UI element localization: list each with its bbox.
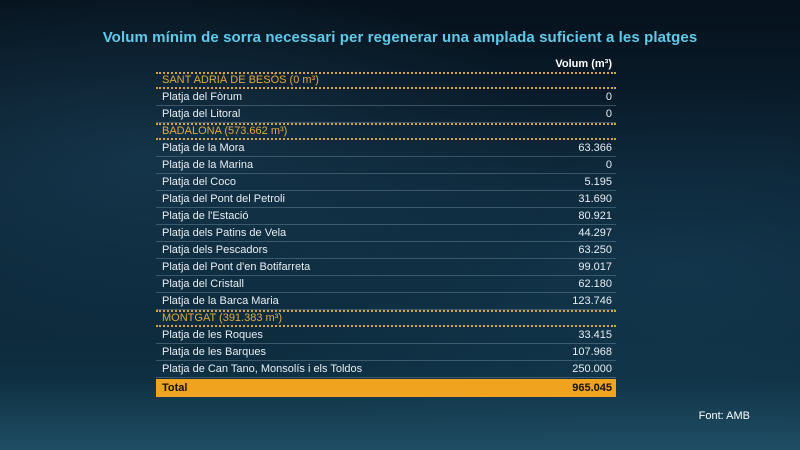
- beach-name: Platja del Pont d'en Botifarreta: [162, 260, 311, 273]
- beach-name: Platja de Can Tano, Monsolís i els Toldo…: [162, 362, 363, 375]
- volume-value: 63.250: [578, 243, 612, 256]
- volume-value: 107.968: [572, 345, 612, 358]
- beach-name: Platja dels Pescadors: [162, 243, 268, 256]
- section-header: BADALONA (573.662 m³): [156, 123, 616, 140]
- beach-name: Platja del Litoral: [162, 107, 241, 120]
- table-row: Platja dels Patins de Vela 44.297: [156, 225, 616, 242]
- table-body: SANT ADRIÀ DE BESÒS (0 m³) Platja del Fòr…: [156, 72, 616, 378]
- beach-name: Platja de les Roques: [162, 328, 263, 341]
- section-header: SANT ADRIÀ DE BESÒS (0 m³): [156, 72, 616, 89]
- table-row: Platja de les Barques 107.968: [156, 344, 616, 361]
- beach-name: Platja de la Marina: [162, 158, 254, 171]
- volume-value: 0: [605, 90, 612, 103]
- beach-name: Platja de la Mora: [162, 141, 245, 154]
- table-row: Platja del Pont del Petroli 31.690: [156, 191, 616, 208]
- table-row: Platja de la Mora 63.366: [156, 140, 616, 157]
- table-row: Platja del Coco 5.195: [156, 174, 616, 191]
- beach-name: Platja de la Barca Maria: [162, 294, 279, 307]
- sand-volume-table: Volum (m³) SANT ADRIÀ DE BESÒS (0 m³) Pla…: [156, 56, 616, 397]
- table-row: Platja del Fòrum 0: [156, 89, 616, 106]
- volume-value: 123.746: [572, 294, 612, 307]
- column-header-volume: Volum (m³): [555, 58, 612, 70]
- source-credit: Font: AMB: [698, 410, 750, 422]
- volume-value: 63.366: [578, 141, 612, 154]
- total-value: 965.045: [572, 382, 612, 394]
- volume-value: 250.000: [572, 362, 612, 375]
- beach-name: Platja dels Patins de Vela: [162, 226, 287, 239]
- volume-value: 5.195: [584, 175, 612, 188]
- page-title: Volum mínim de sorra necessari per regen…: [102, 29, 698, 46]
- volume-value: 31.690: [578, 192, 612, 205]
- table-row: Platja de Can Tano, Monsolís i els Toldo…: [156, 361, 616, 378]
- total-row: Total 965.045: [156, 379, 616, 397]
- volume-value: 80.921: [578, 209, 612, 222]
- table-row: Platja de les Roques 33.415: [156, 327, 616, 344]
- beach-name: Platja del Coco: [162, 175, 236, 188]
- beach-name: Platja del Fòrum: [162, 90, 243, 103]
- section-header: MONTGAT (391.383 m³): [156, 310, 616, 327]
- beach-name: Platja del Cristall: [162, 277, 244, 290]
- table-row: Platja de la Barca Maria 123.746: [156, 293, 616, 310]
- beach-name: Platja de les Barques: [162, 345, 266, 358]
- table-row: Platja de l'Estació 80.921: [156, 208, 616, 225]
- beach-name: Platja de l'Estació: [162, 209, 249, 222]
- volume-value: 99.017: [578, 260, 612, 273]
- volume-value: 0: [605, 107, 612, 120]
- table-row: Platja dels Pescadors 63.250: [156, 242, 616, 259]
- volume-value: 0: [605, 158, 612, 171]
- volume-value: 33.415: [578, 328, 612, 341]
- table-row: Platja del Cristall 62.180: [156, 276, 616, 293]
- total-label: Total: [162, 382, 188, 394]
- table-row: Platja de la Marina 0: [156, 157, 616, 174]
- table-row: Platja del Pont d'en Botifarreta 99.017: [156, 259, 616, 276]
- volume-value: 44.297: [578, 226, 612, 239]
- table-row: Platja del Litoral 0: [156, 106, 616, 123]
- beach-name: Platja del Pont del Petroli: [162, 192, 285, 205]
- volume-value: 62.180: [578, 277, 612, 290]
